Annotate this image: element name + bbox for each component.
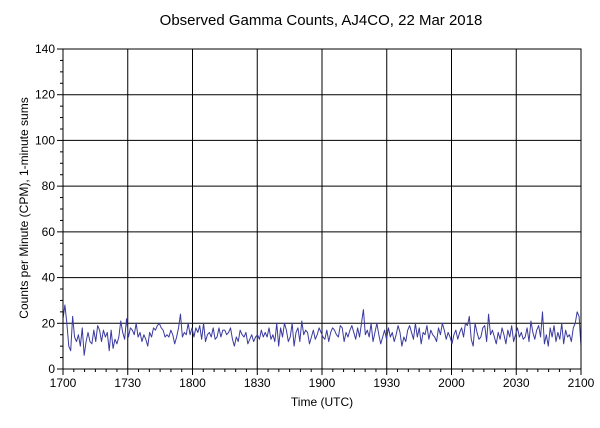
y-tick-label: 100 — [35, 133, 55, 147]
y-tick-label: 40 — [42, 271, 56, 285]
y-tick-label: 140 — [35, 42, 55, 56]
x-axis-label: Time (UTC) — [291, 395, 353, 409]
y-axis-ticks: 0 20 40 60 80 100 120 140 — [35, 42, 63, 376]
x-tick-label: 2100 — [568, 376, 595, 390]
x-axis-ticks: 1700 1730 1800 1830 1900 1930 2000 2030 2100 — [50, 369, 595, 390]
x-tick-label: 1700 — [50, 376, 77, 390]
series-layer — [62, 304, 582, 356]
x-tick-label: 1800 — [179, 376, 206, 390]
grid-lines — [62, 48, 582, 370]
y-tick-label: 20 — [42, 316, 56, 330]
y-tick-label: 120 — [35, 88, 55, 102]
x-tick-label: 2000 — [438, 376, 465, 390]
x-tick-label: 1730 — [114, 376, 141, 390]
plot-frame — [62, 48, 582, 370]
series-line-0 — [62, 304, 582, 356]
chart-title: Observed Gamma Counts, AJ4CO, 22 Mar 201… — [160, 12, 483, 29]
y-tick-label: 0 — [48, 362, 55, 376]
x-tick-label: 2030 — [503, 376, 530, 390]
x-tick-label: 1830 — [244, 376, 271, 390]
y-axis-label: Counts per Minute (CPM), 1-minute sums — [17, 97, 31, 318]
x-tick-label: 1900 — [309, 376, 336, 390]
x-tick-label: 1930 — [373, 376, 400, 390]
y-tick-label: 60 — [42, 225, 56, 239]
y-tick-label: 80 — [42, 179, 56, 193]
